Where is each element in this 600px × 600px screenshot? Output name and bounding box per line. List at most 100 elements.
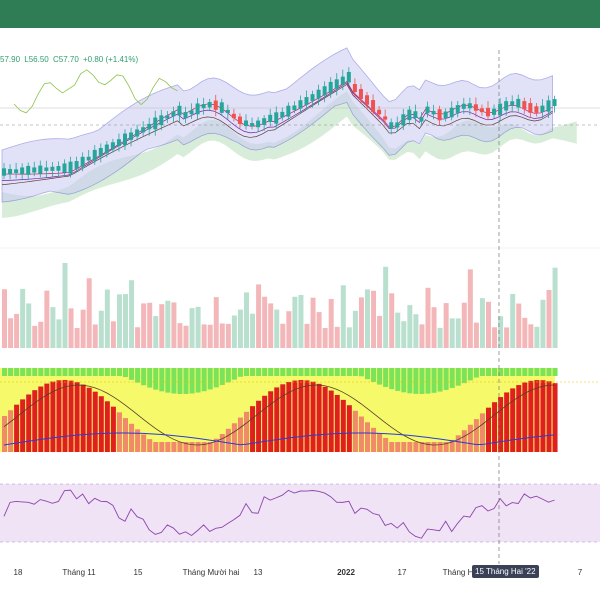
indicator-bar: [244, 411, 249, 452]
candle-body: [213, 100, 218, 110]
indicator-bar-top: [268, 368, 274, 376]
indicator-bar-top: [437, 368, 443, 392]
volume-bar: [50, 307, 56, 348]
candle-body: [26, 165, 31, 175]
indicator-bar: [522, 382, 528, 452]
indicator-bar: [310, 381, 316, 452]
volume-bar: [377, 315, 383, 348]
rsi-line: [3, 489, 555, 539]
indicator-bar-top: [401, 368, 407, 393]
indicator-bar: [129, 423, 135, 452]
time-axis-label: 17: [397, 568, 407, 577]
volume-bar: [280, 323, 286, 348]
indicator-bar-top: [183, 368, 189, 394]
indicator-bar-top: [522, 368, 528, 376]
indicator-bar-top: [116, 368, 122, 376]
candle-body: [256, 120, 261, 128]
indicator-bar: [473, 419, 479, 452]
volume-bar: [425, 287, 431, 348]
volume-bar: [461, 302, 467, 348]
indicator-bar-top: [486, 368, 491, 376]
indicator-bar: [20, 399, 26, 452]
candle-body: [14, 169, 19, 174]
candle-body: [250, 123, 255, 127]
volume-bar: [177, 323, 183, 348]
volume-bar: [159, 304, 165, 348]
volume-bar: [473, 322, 479, 348]
volume-bar: [250, 313, 256, 348]
indicator-bar-top: [171, 368, 177, 394]
candle-body: [516, 98, 521, 108]
candle-body: [498, 103, 503, 115]
indicator-bar-top: [425, 368, 431, 394]
candle-body: [546, 100, 551, 112]
indicator-bar: [237, 417, 243, 452]
volume-panel: [0, 247, 600, 348]
candle-body: [286, 105, 291, 117]
candle-body: [262, 118, 267, 125]
indicator-bar-top: [540, 368, 546, 376]
volume-bar: [268, 303, 274, 348]
indicator-bar-top: [504, 368, 510, 376]
volume-bar: [310, 297, 316, 348]
stock-chart[interactable]: [0, 28, 600, 564]
candle-body: [449, 107, 454, 118]
volume-bar: [534, 326, 540, 348]
indicator-bar: [8, 410, 14, 452]
volume-bar: [26, 303, 32, 348]
indicator-bar-top: [443, 368, 449, 390]
indicator-bar-top: [104, 368, 110, 376]
candle-body: [461, 103, 466, 109]
candle-body: [98, 147, 103, 157]
volume-bar: [225, 323, 231, 348]
indicator-bar: [498, 397, 504, 452]
time-axis[interactable]: 18 Tháng 11 15 Tháng Mười hai 13 2022 17…: [0, 564, 600, 582]
candle-body: [419, 117, 424, 122]
candle-body: [44, 167, 49, 171]
indicator-bar: [346, 405, 352, 452]
candle-body: [334, 79, 339, 89]
indicator-bar: [147, 439, 153, 452]
indicator-bar: [371, 427, 377, 452]
volume-bar: [286, 311, 292, 348]
candle-body: [298, 100, 303, 109]
candle-body: [104, 144, 109, 154]
indicator-bar: [280, 384, 286, 452]
candle-body: [395, 122, 400, 128]
volume-bar: [189, 308, 195, 348]
volume-bar: [32, 325, 38, 348]
indicator-bar: [425, 442, 431, 452]
indicator-bar-top: [479, 368, 485, 376]
volume-bar: [358, 297, 364, 348]
candle-body: [352, 84, 357, 92]
candle-body: [231, 113, 236, 119]
candle-body: [183, 112, 188, 119]
volume-bar: [492, 327, 498, 348]
indicator-bar: [44, 383, 50, 452]
candle-body: [177, 105, 182, 116]
candle-body: [346, 71, 351, 83]
volume-bar: [516, 303, 522, 348]
candle-body: [141, 127, 146, 133]
indicator-bar-top: [8, 368, 14, 376]
indicator-bar: [528, 380, 534, 452]
volume-bar: [44, 290, 50, 348]
indicator-bar: [123, 418, 128, 452]
volume-bar: [80, 309, 86, 348]
volume-bar: [38, 321, 44, 348]
candle-body: [68, 161, 73, 174]
candle-body: [207, 102, 212, 108]
indicator-bar-top: [346, 368, 352, 376]
indicator-bar-top: [213, 368, 219, 388]
volume-bar: [328, 299, 334, 348]
candle-body: [479, 108, 484, 113]
volume-bar: [546, 290, 552, 348]
volume-bar: [56, 319, 62, 348]
volume-bar: [522, 317, 528, 348]
volume-bar: [401, 321, 407, 348]
indicator-bar-top: [371, 368, 377, 382]
time-axis-label: Tháng H: [442, 568, 474, 577]
indicator-bar-top: [62, 368, 68, 376]
indicator-bar: [159, 442, 165, 452]
volume-bar: [207, 324, 213, 348]
